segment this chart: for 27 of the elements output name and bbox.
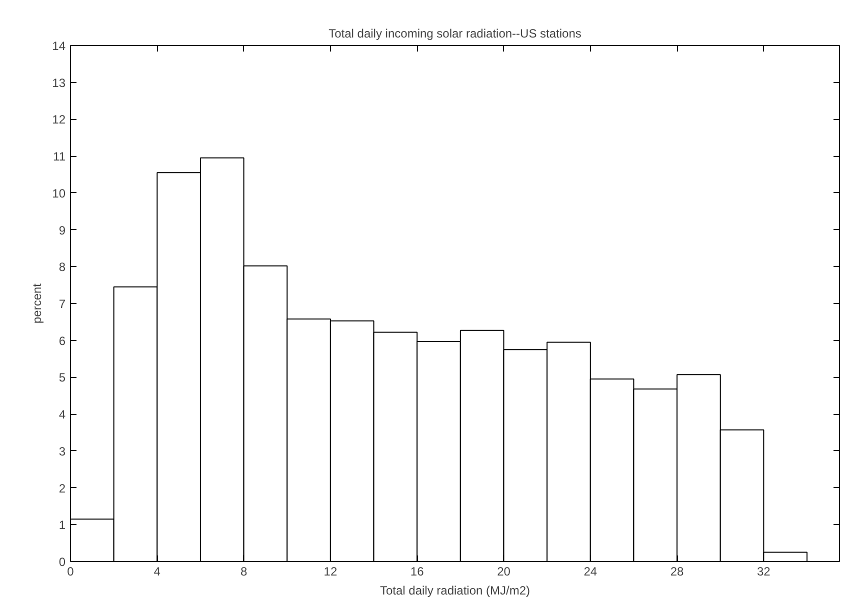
y-tick-label: 8 [58, 260, 66, 274]
y-axis-title: percent [30, 282, 44, 324]
y-tick-label: 7 [58, 297, 66, 311]
y-tick-label: 4 [58, 408, 66, 422]
x-tick-label: 32 [757, 564, 771, 578]
x-tick-label: 12 [324, 564, 338, 578]
x-tick-label: 20 [497, 564, 511, 578]
x-tick-label: 4 [154, 564, 161, 578]
x-tick-label: 28 [670, 564, 684, 578]
y-tick-label: 12 [52, 112, 66, 127]
y-tick-label: 3 [58, 444, 66, 458]
y-tick-label: 10 [52, 186, 66, 200]
y-tick-label: 1 [58, 518, 66, 532]
y-tick-label: 11 [53, 150, 66, 164]
x-tick-label: 16 [410, 564, 424, 578]
y-tick-label: 9 [58, 223, 66, 238]
y-tick-label: 14 [52, 39, 66, 53]
y-tick-label: 5 [58, 370, 66, 385]
chart-title: Total daily incoming solar radiation--US stations [328, 26, 582, 40]
x-tick-label: 8 [240, 564, 248, 578]
y-tick-label: 6 [58, 334, 66, 348]
x-axis-title: Total daily radiation (MJ/m2) [380, 584, 530, 598]
y-tick-label: 2 [58, 481, 66, 496]
y-tick-label: 13 [52, 76, 66, 90]
x-tick-label: 0 [67, 564, 74, 578]
x-tick-label: 24 [584, 564, 598, 578]
y-tick-label: 0 [58, 555, 66, 569]
